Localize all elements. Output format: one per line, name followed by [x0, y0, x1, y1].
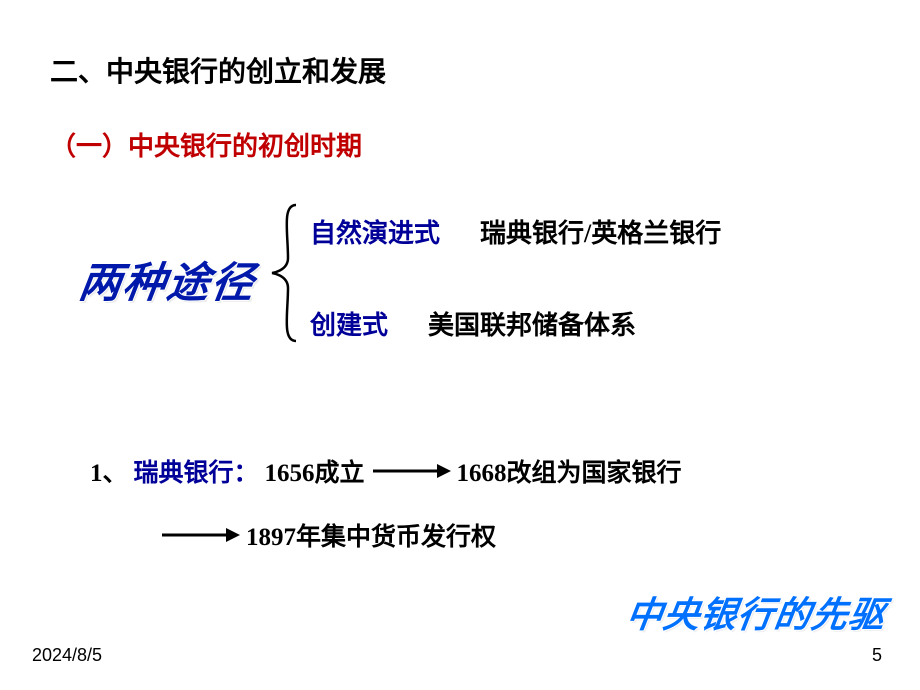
footer-date: 2024/8/5	[32, 645, 102, 666]
path-example-created: 美国联邦储备体系	[428, 305, 636, 342]
event-1897: 1897年集中货币发行权	[246, 517, 496, 553]
path-label-created: 创建式	[310, 305, 388, 342]
wordart-two-paths: 两种途径	[76, 249, 261, 310]
bank-name: 瑞典银行：	[134, 453, 259, 489]
event-1656: 1656成立	[265, 453, 365, 489]
wordart-pioneer: 中央银行的先驱	[623, 586, 889, 638]
timeline-line-2: 1897年集中货币发行权	[160, 517, 870, 553]
arrow-right-icon	[371, 461, 451, 481]
path-label-natural: 自然演进式	[310, 213, 440, 250]
footer-page-number: 5	[872, 645, 882, 666]
section-title: 二、中央银行的创立和发展	[50, 50, 870, 90]
subsection-title: （一）中央银行的初创时期	[50, 126, 870, 163]
path-row-created: 创建式 美国联邦储备体系	[310, 305, 636, 342]
left-brace-icon	[268, 203, 298, 343]
event-1668: 1668改组为国家银行	[457, 453, 682, 489]
path-example-natural: 瑞典银行/英格兰银行	[480, 213, 721, 250]
timeline-line-1: 1、 瑞典银行： 1656成立 1668改组为国家银行	[90, 453, 870, 489]
item-number: 1、	[90, 453, 128, 489]
path-row-natural: 自然演进式 瑞典银行/英格兰银行	[310, 213, 721, 250]
paths-diagram: 两种途径 自然演进式 瑞典银行/英格兰银行 创建式 美国联邦储备体系	[50, 213, 870, 373]
slide-content: 二、中央银行的创立和发展 （一）中央银行的初创时期 两种途径 自然演进式 瑞典银…	[0, 0, 920, 690]
arrow-right-icon	[160, 525, 240, 545]
body-content: 1、 瑞典银行： 1656成立 1668改组为国家银行 1897年集中货币发行权	[50, 453, 870, 553]
